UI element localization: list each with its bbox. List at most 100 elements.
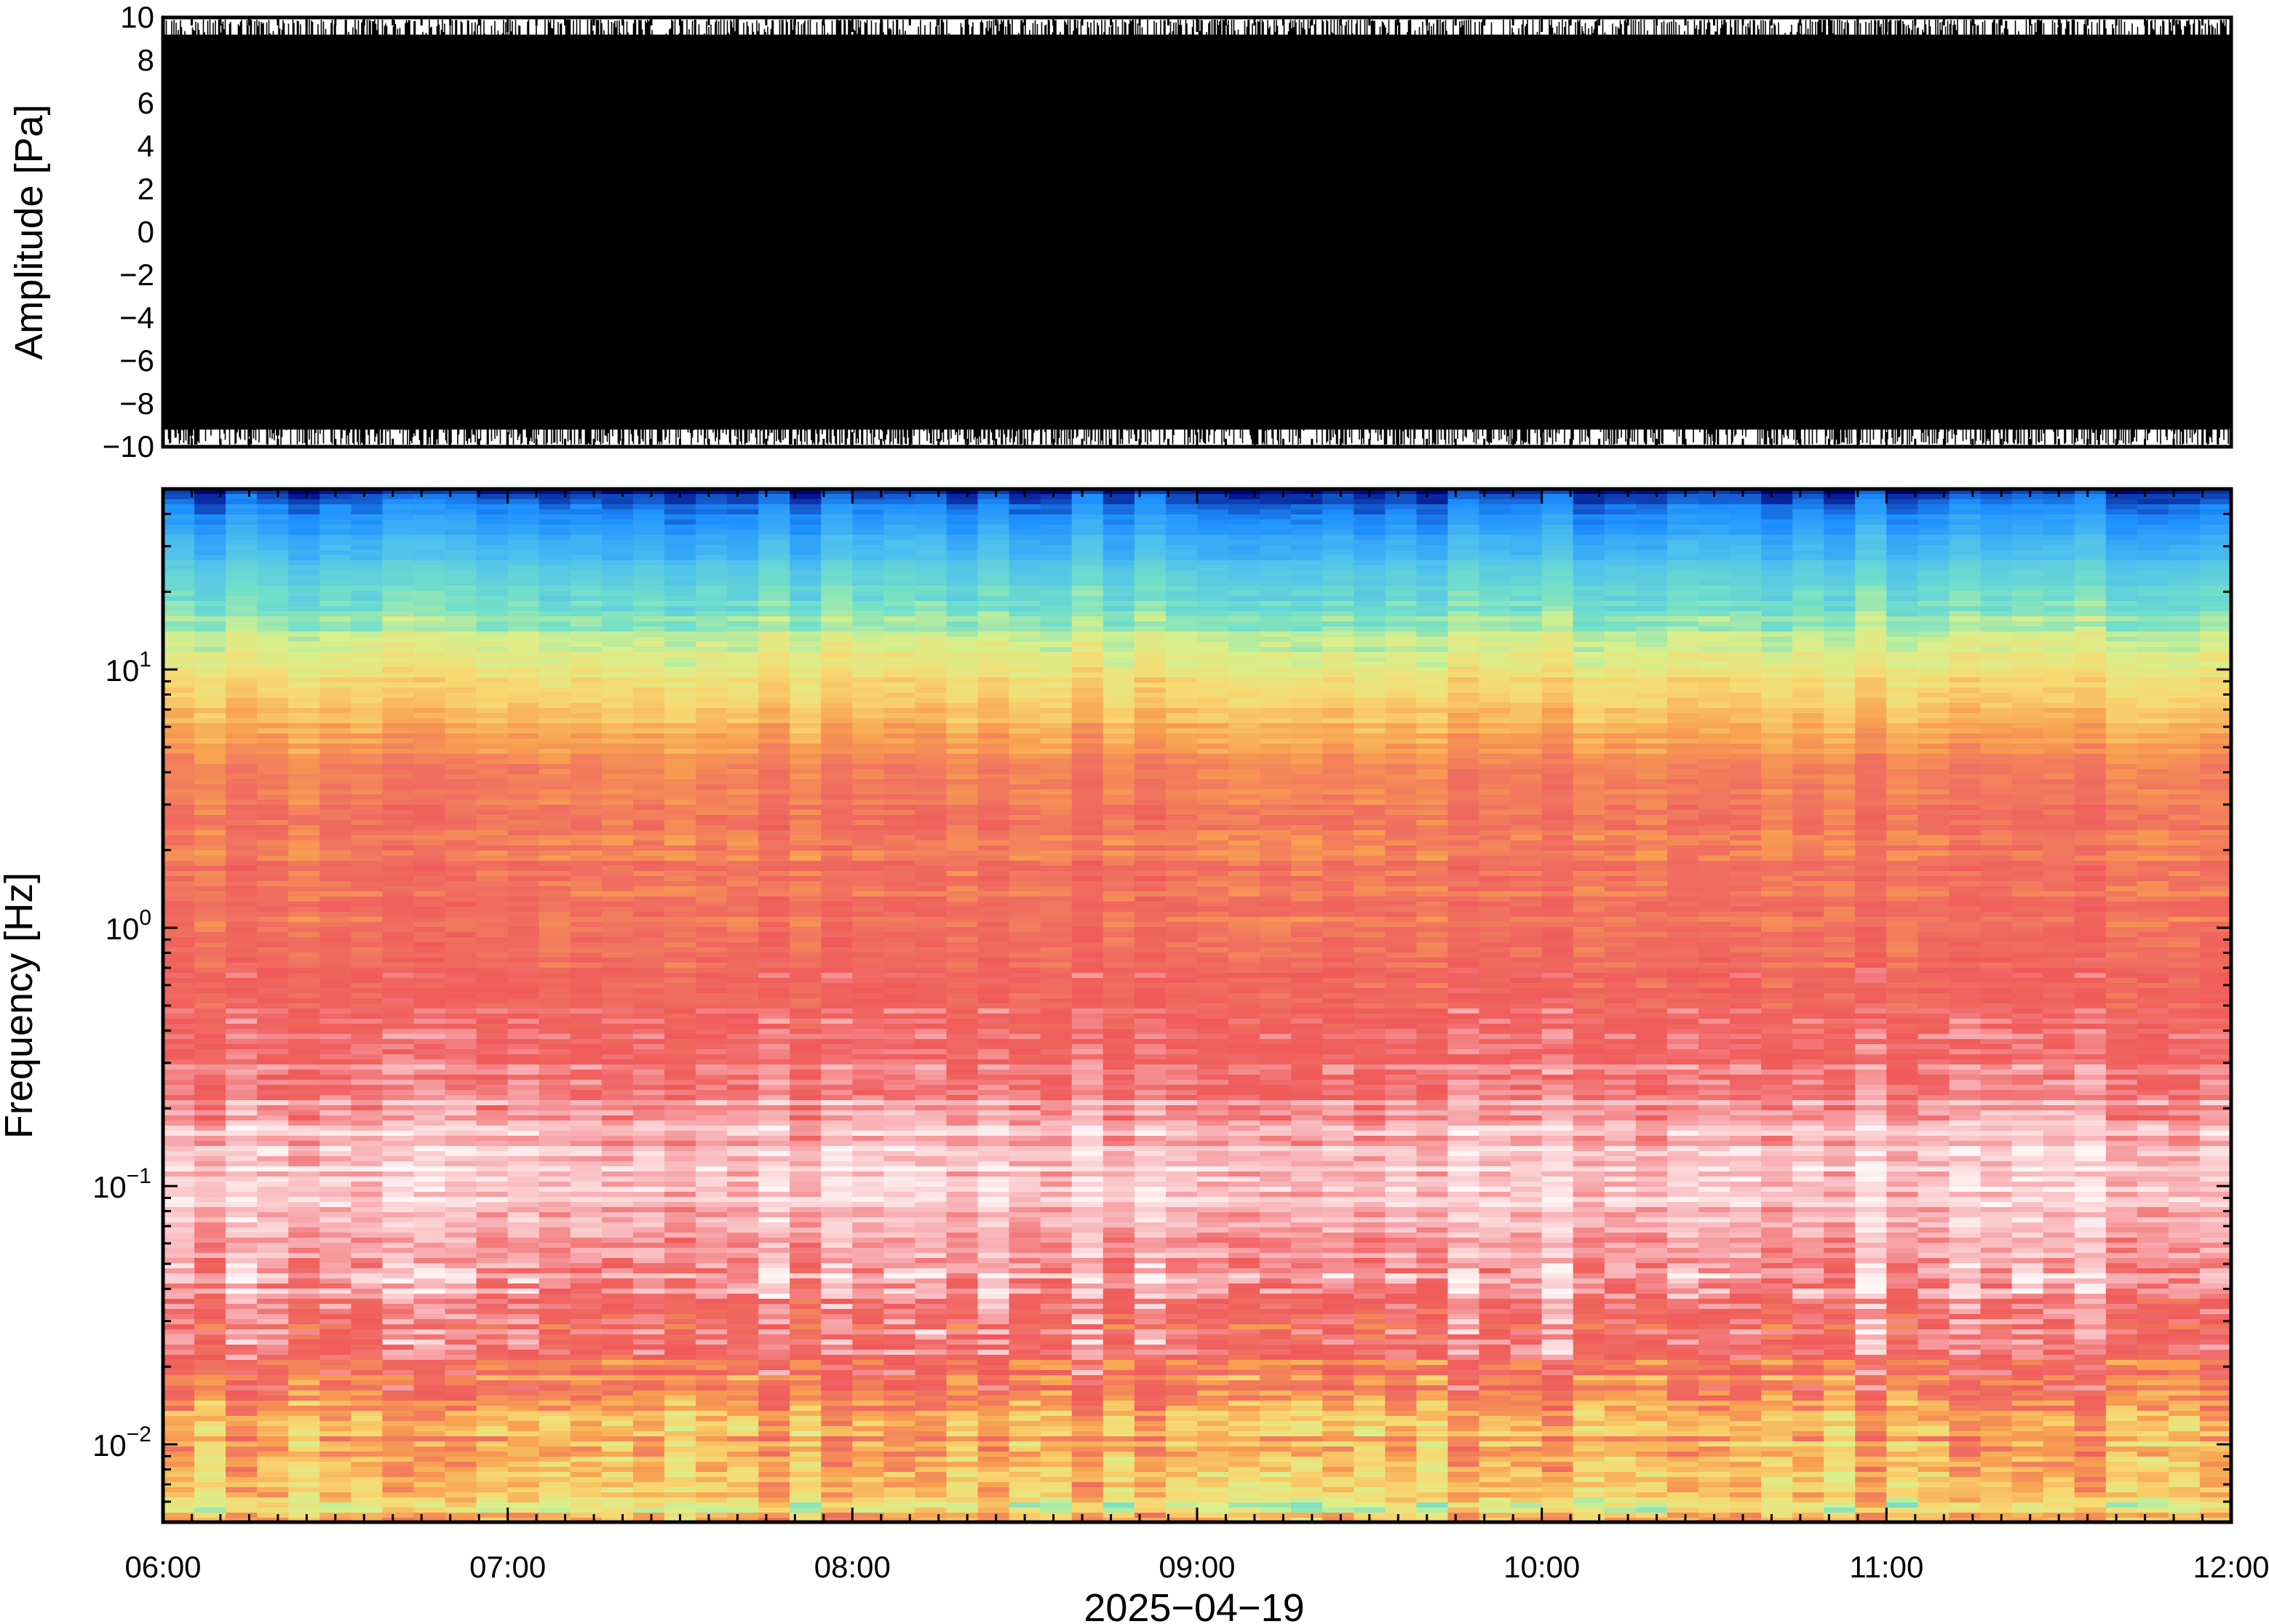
spectrogram-cell — [1134, 550, 1167, 556]
spectrogram-cell — [915, 820, 947, 826]
spectrogram-cell — [413, 733, 446, 739]
spectrogram-cell — [2168, 764, 2201, 770]
spectrogram-cell — [1604, 489, 1637, 495]
spectrogram-cell — [601, 667, 634, 673]
spectrogram-cell — [1886, 835, 1919, 841]
spectrogram-cell — [1698, 509, 1730, 515]
spectrogram-cell — [1479, 662, 1511, 668]
spectrogram-cell — [1071, 698, 1104, 704]
spectrogram-cell — [507, 626, 540, 632]
spectrogram-cell — [319, 626, 352, 632]
spectrogram-cell — [632, 494, 665, 500]
spectrogram-cell — [1886, 647, 1919, 653]
spectrogram-cell — [2043, 703, 2075, 709]
spectrogram-cell — [413, 581, 446, 586]
spectrogram-cell — [1416, 545, 1449, 551]
spectrogram-cell — [1918, 616, 1950, 622]
spectrogram-cell — [1479, 591, 1511, 597]
spectrogram-cell — [1886, 708, 1919, 714]
spectrogram-cell — [1824, 677, 1856, 683]
spectrogram-cell — [664, 733, 696, 739]
spectrogram-cell — [257, 769, 290, 775]
spectrogram-cell — [1009, 764, 1041, 770]
spectrogram-cell — [163, 800, 195, 805]
spectrogram-cell — [1040, 642, 1073, 648]
spectrogram-cell — [2011, 805, 2044, 811]
spectrogram-cell — [632, 642, 665, 648]
spectrogram-cell — [727, 560, 759, 566]
spectrogram-cell — [946, 642, 979, 648]
spectrogram-cell — [2105, 545, 2138, 551]
spectrogram-cell — [758, 632, 791, 637]
spectrogram-cell — [1824, 733, 1856, 739]
spectrogram-cell — [570, 667, 603, 673]
spectrogram-cell — [2168, 723, 2201, 729]
spectrogram-cell — [163, 509, 195, 515]
spectrogram-cell — [1416, 535, 1449, 541]
spectrogram-cell — [1824, 682, 1856, 688]
spectrogram-cell — [1604, 672, 1637, 678]
spectrogram-cell — [790, 682, 822, 688]
spectrogram-cell — [351, 774, 384, 780]
spectrogram-cell — [1730, 637, 1762, 642]
spectrogram-cell — [601, 754, 634, 760]
spectrogram-cell — [288, 830, 321, 836]
spectrogram-cell — [1918, 581, 1950, 586]
spectrogram-cell — [696, 525, 728, 530]
spectrogram-cell — [727, 667, 759, 673]
spectrogram-cell — [1855, 499, 1888, 505]
spectrogram-cell — [2168, 591, 2201, 597]
spectrogram-cell — [664, 682, 696, 688]
spectrogram-cell — [727, 784, 759, 790]
spectrogram-cell — [1322, 616, 1355, 622]
spectrogram-cell — [2199, 632, 2231, 637]
spectrogram-cell — [821, 672, 854, 678]
spectrogram-cell — [1260, 759, 1292, 765]
spectrogram-cell — [790, 820, 822, 826]
spectrogram-cell — [1886, 591, 1919, 597]
spectrogram-cell — [696, 657, 728, 663]
spectrogram-cell — [664, 835, 696, 841]
spectrogram-cell — [1635, 499, 1668, 505]
spectrogram-cell — [1980, 601, 2013, 607]
spectrogram-cell — [1541, 774, 1574, 780]
spectrogram-cell — [2137, 504, 2169, 510]
spectrogram-cell — [2137, 708, 2169, 714]
spectrogram-cell — [2011, 632, 2044, 637]
spectrogram-cell — [288, 744, 321, 749]
spectrogram-cell — [852, 825, 885, 831]
spectrogram-cell — [476, 570, 509, 576]
spectrogram-cell — [632, 565, 665, 571]
spectrogram-cell — [852, 754, 885, 760]
spectrogram-cell — [821, 489, 854, 495]
spectrogram-cell — [1165, 713, 1198, 719]
spectrogram-cell — [727, 713, 759, 719]
spectrogram-cell — [1228, 530, 1260, 536]
spectrogram-cell — [382, 489, 415, 495]
spectrogram-cell — [2105, 632, 2138, 637]
spectrogram-cell — [1322, 789, 1355, 795]
spectrogram-cell — [1730, 698, 1762, 704]
spectrogram-cell — [2074, 835, 2107, 841]
spectrogram-cell — [977, 626, 1010, 632]
spectrogram-cell — [601, 626, 634, 632]
spectrogram-cell — [1009, 733, 1041, 739]
spectrogram-cell — [1228, 840, 1260, 846]
spectrogram-cell — [1635, 657, 1668, 663]
spectrogram-cell — [445, 662, 477, 668]
spectrogram-cell — [1165, 703, 1198, 709]
spectrogram-cell — [1604, 784, 1637, 790]
spectrogram-cell — [1165, 688, 1198, 693]
spectrogram-cell — [1479, 723, 1511, 729]
spectrogram-cell — [1855, 723, 1888, 729]
spectrogram-cell — [1260, 703, 1292, 709]
spectrogram-cell — [696, 662, 728, 668]
spectrogram-cell — [2043, 840, 2075, 846]
spectrogram-cell — [1635, 754, 1668, 760]
spectrogram-cell — [257, 632, 290, 637]
spectrogram-cell — [1354, 530, 1386, 536]
spectrogram-cell — [1886, 677, 1919, 683]
spectrogram-cell — [2105, 499, 2138, 505]
spectrogram-cell — [1980, 545, 2013, 551]
spectrogram-cell — [1479, 525, 1511, 530]
